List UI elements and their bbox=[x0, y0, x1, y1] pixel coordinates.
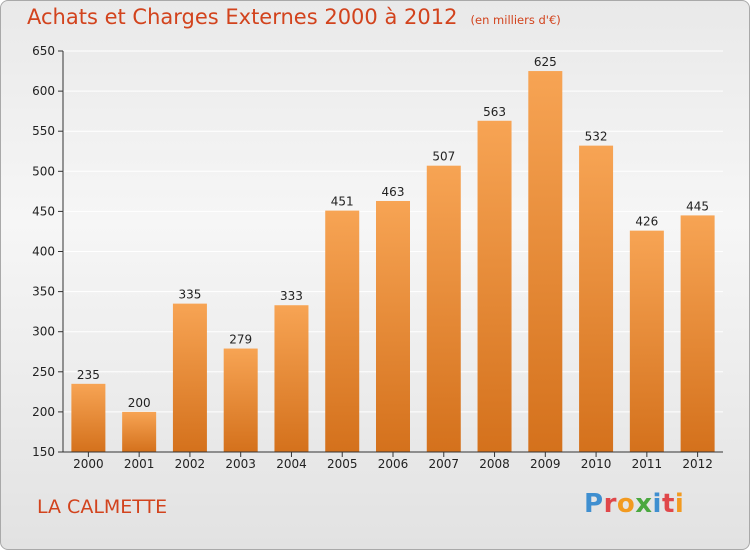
bar bbox=[477, 120, 512, 453]
y-tick-label: 250 bbox=[32, 365, 55, 379]
bar bbox=[122, 411, 157, 452]
bar bbox=[376, 200, 410, 452]
y-tick-label: 200 bbox=[32, 405, 55, 419]
data-label: 335 bbox=[178, 288, 201, 302]
chart-unit: (en milliers d'€) bbox=[470, 13, 561, 27]
x-tick-label: 2000 bbox=[73, 457, 104, 471]
data-label: 532 bbox=[585, 130, 608, 144]
data-label: 333 bbox=[280, 289, 303, 303]
data-label: 426 bbox=[635, 215, 658, 229]
bar bbox=[71, 383, 106, 452]
y-tick-label: 300 bbox=[32, 325, 55, 339]
data-label: 235 bbox=[77, 368, 100, 382]
data-label: 463 bbox=[382, 185, 405, 199]
y-tick-label: 400 bbox=[32, 245, 55, 259]
y-tick-label: 550 bbox=[32, 124, 55, 138]
x-tick-label: 2009 bbox=[530, 457, 561, 471]
labels: 150 200 250 300 350 400 450 500 550 600 650 2000 235… bbox=[32, 44, 713, 471]
y-tick-label: 150 bbox=[32, 445, 55, 459]
data-label: 451 bbox=[331, 195, 354, 209]
place-name: LA CALMETTE bbox=[37, 496, 168, 518]
x-tick-label: 2011 bbox=[632, 457, 663, 471]
bar bbox=[426, 165, 461, 452]
y-tick-label: 600 bbox=[32, 84, 55, 98]
y-tick-label: 450 bbox=[32, 204, 55, 218]
x-tick-label: 2002 bbox=[175, 457, 206, 471]
data-label: 445 bbox=[686, 199, 709, 213]
title-row: Achats et Charges Externes 2000 à 2012 (… bbox=[27, 5, 561, 29]
axes bbox=[58, 50, 723, 457]
y-tick-label: 350 bbox=[32, 285, 55, 299]
x-tick-label: 2010 bbox=[581, 457, 612, 471]
x-tick-label: 2001 bbox=[124, 457, 155, 471]
x-tick-label: 2008 bbox=[479, 457, 510, 471]
data-label: 279 bbox=[229, 333, 252, 347]
data-label: 200 bbox=[128, 396, 151, 410]
bar bbox=[528, 71, 563, 453]
data-label: 563 bbox=[483, 105, 506, 119]
bar bbox=[629, 230, 664, 452]
y-tick-label: 500 bbox=[32, 164, 55, 178]
chart-title: Achats et Charges Externes 2000 à 2012 bbox=[27, 5, 458, 29]
x-tick-label: 2012 bbox=[682, 457, 713, 471]
x-tick-label: 2005 bbox=[327, 457, 358, 471]
bars bbox=[71, 71, 715, 453]
x-tick-label: 2006 bbox=[378, 457, 409, 471]
bar bbox=[680, 215, 715, 452]
bar bbox=[172, 303, 207, 452]
x-tick-label: 2007 bbox=[428, 457, 459, 471]
y-tick-label: 650 bbox=[32, 44, 55, 58]
data-label: 507 bbox=[432, 150, 455, 164]
proxiti-logo: Proxiti bbox=[584, 489, 685, 519]
bar bbox=[274, 305, 309, 452]
bar bbox=[579, 145, 614, 453]
x-tick-label: 2003 bbox=[225, 457, 256, 471]
bar bbox=[223, 348, 258, 452]
x-tick-label: 2004 bbox=[276, 457, 307, 471]
data-label: 625 bbox=[534, 55, 557, 69]
bar bbox=[325, 210, 360, 452]
